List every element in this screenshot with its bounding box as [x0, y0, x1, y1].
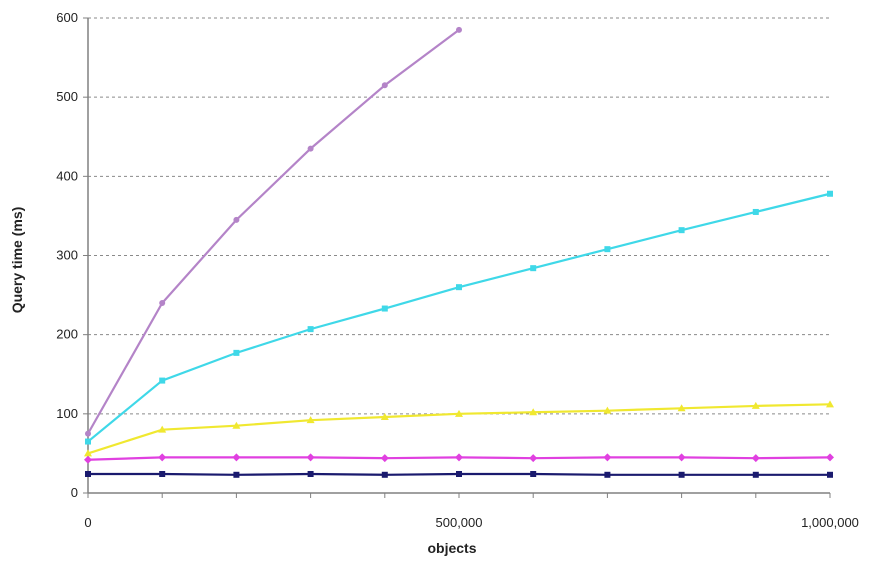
data-point: [455, 409, 463, 417]
grid-layer: [88, 17, 830, 415]
data-point: [827, 471, 833, 478]
x-axis-title: objects: [427, 540, 476, 556]
y-tick-label: 200: [56, 327, 78, 342]
data-point: [159, 471, 166, 477]
x-tick-label: 500,000: [436, 515, 483, 530]
data-point: [603, 406, 612, 414]
data-point: [307, 326, 314, 333]
data-point: [455, 453, 463, 462]
data-point: [826, 453, 834, 462]
y-axis-title: Query time (ms): [9, 207, 25, 314]
data-point: [85, 430, 91, 437]
data-point: [306, 453, 315, 462]
y-tick-label: 0: [71, 485, 78, 500]
data-point: [84, 455, 92, 464]
data-point: [380, 413, 389, 420]
series-3: [84, 400, 834, 457]
data-point: [677, 404, 686, 412]
data-point: [827, 190, 833, 197]
data-point: [751, 454, 760, 463]
data-point: [380, 454, 389, 463]
series-5: [85, 471, 833, 478]
data-point: [456, 26, 462, 33]
data-point: [456, 284, 462, 291]
y-tick-label: 500: [56, 89, 78, 104]
data-point: [604, 246, 611, 253]
data-point: [678, 471, 685, 478]
y-tick-label: 100: [56, 406, 78, 421]
data-point: [678, 227, 685, 234]
data-point: [530, 471, 537, 477]
data-point: [306, 416, 315, 424]
data-point: [307, 471, 314, 477]
data-point: [751, 401, 760, 409]
data-point: [677, 453, 686, 462]
series-line: [87, 192, 831, 443]
series-4: [84, 453, 834, 464]
data-point: [159, 377, 166, 384]
data-point: [158, 425, 167, 433]
data-point: [158, 453, 167, 462]
data-point: [381, 471, 388, 478]
series-2: [85, 190, 833, 445]
data-point: [529, 408, 538, 416]
data-point: [85, 438, 91, 445]
data-point: [233, 216, 240, 223]
data-point: [752, 471, 759, 478]
data-point: [456, 471, 462, 477]
data-point: [307, 145, 314, 152]
data-point: [85, 471, 91, 477]
series-1: [85, 26, 462, 437]
y-tick-label: 400: [56, 168, 78, 183]
x-tick-label: 0: [84, 515, 91, 530]
data-point: [232, 453, 241, 462]
data-point: [84, 449, 92, 457]
series-line: [87, 28, 460, 435]
data-point: [232, 421, 241, 429]
y-tick-label: 600: [56, 10, 78, 25]
axis-layer: 0 100 200 300 400 500 600 0 500,000 1,000,000: [56, 10, 859, 530]
data-point: [530, 265, 537, 272]
series-layer: [84, 26, 834, 478]
data-point: [603, 453, 612, 462]
data-point: [604, 471, 611, 478]
label-layer: objects Query time (ms): [9, 207, 477, 556]
data-point: [159, 300, 166, 306]
data-point: [381, 305, 388, 312]
data-point: [826, 400, 834, 408]
data-point: [752, 208, 759, 215]
data-point: [529, 454, 538, 463]
x-tick-label: 1,000,000: [801, 515, 859, 530]
data-point: [233, 471, 240, 478]
y-tick-label: 300: [56, 248, 78, 263]
data-point: [233, 349, 240, 356]
data-point: [381, 82, 388, 89]
